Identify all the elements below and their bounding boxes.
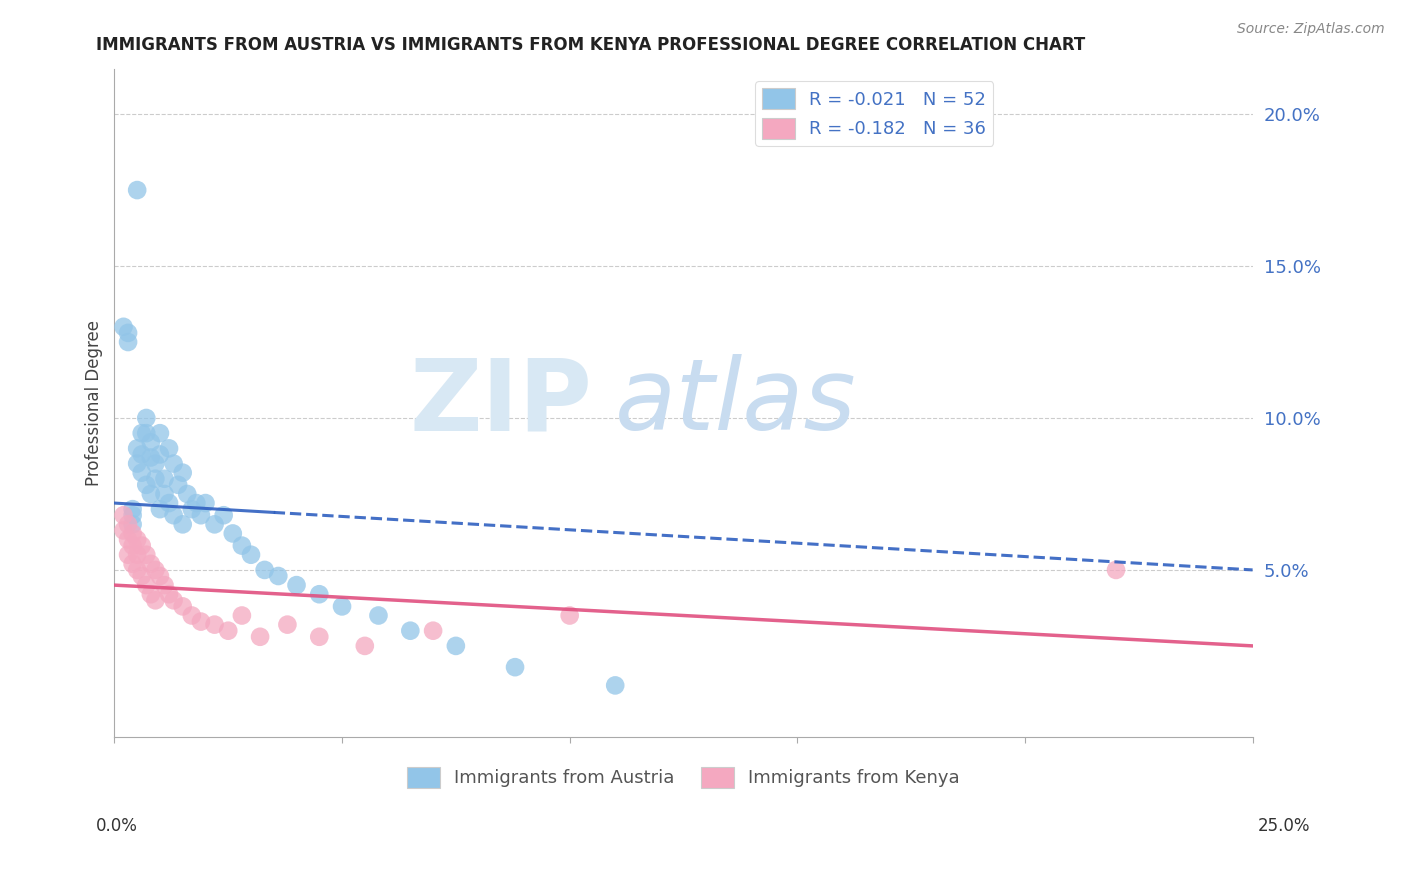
Point <box>112 524 135 538</box>
Text: Source: ZipAtlas.com: Source: ZipAtlas.com <box>1237 22 1385 37</box>
Point <box>121 517 143 532</box>
Point <box>149 447 172 461</box>
Point <box>139 557 162 571</box>
Point <box>167 478 190 492</box>
Point <box>139 587 162 601</box>
Point <box>127 183 149 197</box>
Point <box>605 678 627 692</box>
Point <box>139 435 162 450</box>
Point <box>127 563 149 577</box>
Y-axis label: Professional Degree: Professional Degree <box>86 320 103 486</box>
Point <box>121 508 143 523</box>
Point <box>127 548 149 562</box>
Point <box>186 496 208 510</box>
Point <box>162 508 184 523</box>
Point <box>145 563 167 577</box>
Point <box>121 502 143 516</box>
Point <box>204 617 226 632</box>
Point <box>131 426 153 441</box>
Point <box>117 334 139 349</box>
Point <box>117 517 139 532</box>
Point <box>139 487 162 501</box>
Point <box>180 608 202 623</box>
Point <box>131 466 153 480</box>
Point <box>153 578 176 592</box>
Point <box>176 487 198 501</box>
Point <box>172 599 194 614</box>
Point <box>231 608 253 623</box>
Point <box>157 587 180 601</box>
Point <box>353 639 375 653</box>
Point <box>135 426 157 441</box>
Point <box>308 630 330 644</box>
Text: IMMIGRANTS FROM AUSTRIA VS IMMIGRANTS FROM KENYA PROFESSIONAL DEGREE CORRELATION: IMMIGRANTS FROM AUSTRIA VS IMMIGRANTS FR… <box>96 36 1085 54</box>
Point <box>145 472 167 486</box>
Point <box>330 599 353 614</box>
Point <box>117 326 139 340</box>
Point <box>139 450 162 465</box>
Point <box>172 517 194 532</box>
Text: 0.0%: 0.0% <box>96 817 138 835</box>
Point <box>131 447 153 461</box>
Point <box>367 608 389 623</box>
Point <box>135 548 157 562</box>
Point <box>212 508 235 523</box>
Point <box>194 496 217 510</box>
Point <box>276 617 298 632</box>
Point <box>157 496 180 510</box>
Legend: Immigrants from Austria, Immigrants from Kenya: Immigrants from Austria, Immigrants from… <box>399 760 967 795</box>
Point <box>149 569 172 583</box>
Point <box>135 478 157 492</box>
Point <box>112 508 135 523</box>
Text: 25.0%: 25.0% <box>1258 817 1310 835</box>
Point <box>131 569 153 583</box>
Point <box>131 539 153 553</box>
Point <box>127 533 149 547</box>
Point <box>172 466 194 480</box>
Point <box>127 442 149 456</box>
Point <box>253 563 276 577</box>
Point <box>121 557 143 571</box>
Point <box>135 578 157 592</box>
Point <box>145 457 167 471</box>
Point <box>127 457 149 471</box>
Point <box>112 319 135 334</box>
Point <box>422 624 444 638</box>
Point <box>121 539 143 553</box>
Point <box>558 608 581 623</box>
Point <box>149 502 172 516</box>
Text: atlas: atlas <box>616 354 856 451</box>
Point <box>190 615 212 629</box>
Point <box>240 548 263 562</box>
Point <box>249 630 271 644</box>
Point <box>117 548 139 562</box>
Point <box>145 593 167 607</box>
Point <box>121 526 143 541</box>
Point <box>217 624 239 638</box>
Point <box>157 442 180 456</box>
Point <box>308 587 330 601</box>
Point <box>444 639 467 653</box>
Point <box>153 472 176 486</box>
Point <box>180 502 202 516</box>
Point <box>1105 563 1128 577</box>
Point <box>117 533 139 547</box>
Point <box>222 526 245 541</box>
Point <box>399 624 422 638</box>
Point <box>231 539 253 553</box>
Point <box>135 411 157 425</box>
Point <box>285 578 308 592</box>
Point <box>162 593 184 607</box>
Point <box>503 660 526 674</box>
Point <box>204 517 226 532</box>
Point <box>149 426 172 441</box>
Point <box>267 569 290 583</box>
Text: ZIP: ZIP <box>409 354 592 451</box>
Point <box>153 487 176 501</box>
Point <box>190 508 212 523</box>
Point <box>162 457 184 471</box>
